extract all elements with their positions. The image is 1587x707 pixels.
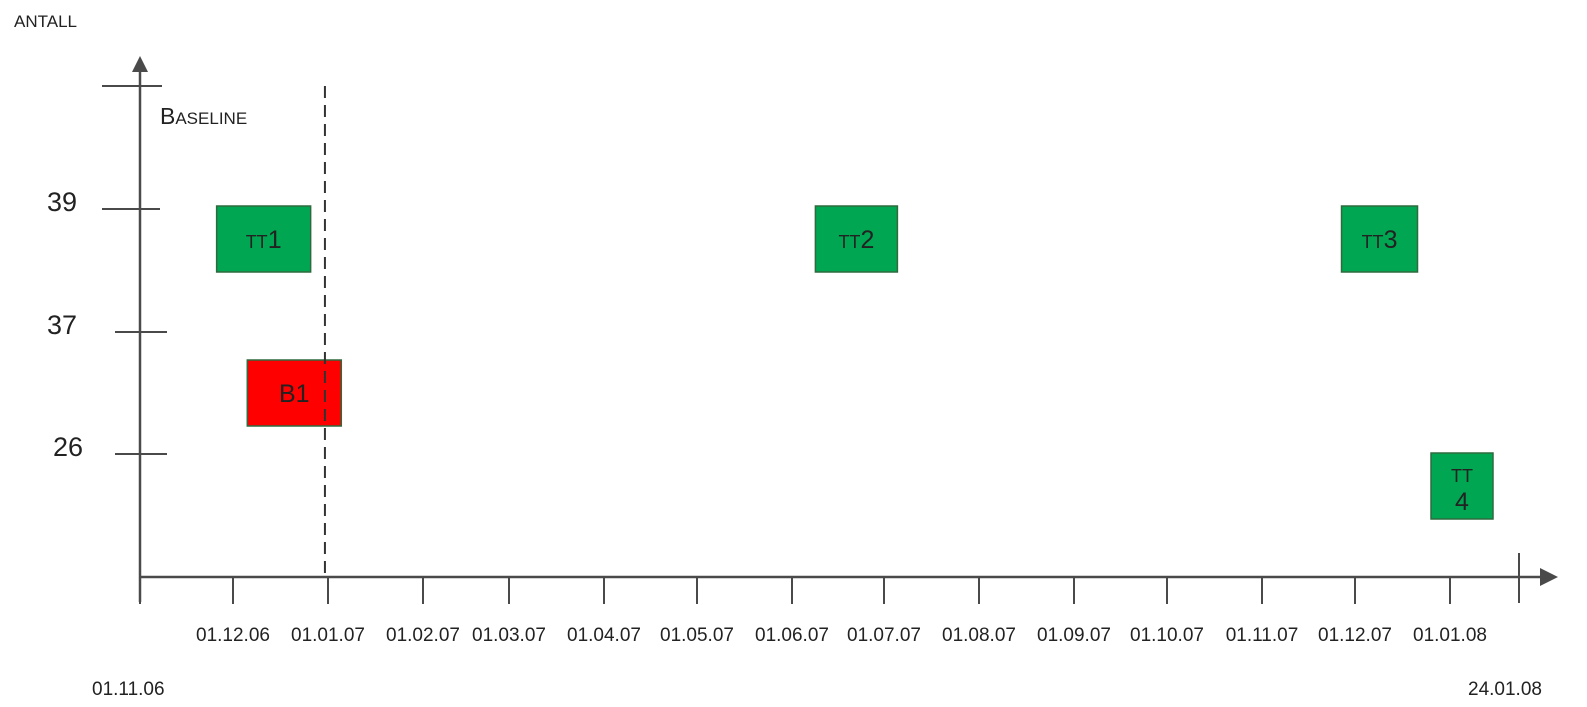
x-tick-label: 01.04.07 [567, 625, 641, 646]
x-tick-label: 01.08.07 [942, 625, 1016, 646]
point-label: B1 [279, 380, 310, 408]
point-box-tt2: TT2 [814, 205, 899, 273]
x-tick-label: 01.10.07 [1130, 625, 1204, 646]
point-label: TT3 [1362, 226, 1398, 254]
x-tick-label: 01.01.08 [1413, 625, 1487, 646]
x-tick-label: 01.06.07 [755, 625, 829, 646]
x-tick-label: 01.01.07 [291, 625, 365, 646]
x-tick-label: 01.07.07 [847, 625, 921, 646]
y-axis-arrow [132, 56, 148, 72]
x-tick-label: 01.11.07 [1226, 625, 1299, 646]
y-tick-label: 37 [47, 310, 77, 340]
point-rect [814, 205, 899, 273]
x-tick-label: 01.12.06 [196, 625, 270, 646]
point-box-tt4: TT 4 [1430, 452, 1494, 520]
baseline-label: BASELINE [160, 103, 247, 129]
x-range-end-label: 24.01.08 [1468, 679, 1542, 700]
point-box-tt1: TT1 [215, 205, 312, 273]
point-label: TT 4 [1451, 466, 1473, 516]
point-box-tt3: TT3 [1340, 205, 1419, 273]
x-tick-label: 01.05.07 [660, 625, 734, 646]
point-box-b1: B1 [246, 359, 343, 427]
x-tick-label: 01.12.07 [1318, 625, 1392, 646]
x-range-start-label: 01.11.06 [92, 679, 165, 700]
x-tick-label: 01.09.07 [1037, 625, 1111, 646]
point-label: TT2 [838, 226, 874, 254]
y-axis-title: ANTALL [14, 12, 77, 31]
point-rect [1340, 205, 1419, 273]
point-label: TT1 [246, 226, 282, 254]
y-tick-label: 39 [47, 187, 77, 217]
point-rect [215, 205, 312, 273]
x-tick-label: 01.02.07 [386, 625, 460, 646]
y-tick-label: 26 [53, 432, 83, 462]
x-tick-label: 01.03.07 [472, 625, 546, 646]
point-rect [1430, 452, 1494, 520]
x-axis-arrow [1540, 568, 1558, 586]
